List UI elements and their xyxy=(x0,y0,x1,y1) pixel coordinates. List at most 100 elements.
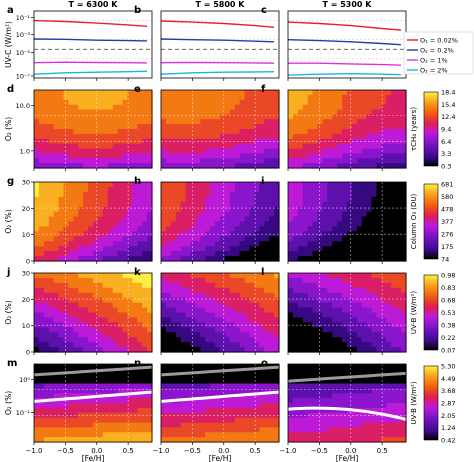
heatmap-cell xyxy=(68,388,74,394)
heatmap-cell xyxy=(122,231,129,237)
heatmap-cell xyxy=(302,327,309,333)
heatmap-cell xyxy=(356,327,363,333)
heatmap-cell xyxy=(63,129,70,135)
heatmap-cell xyxy=(132,90,138,96)
heatmap-cell xyxy=(142,273,148,279)
heatmap-cell xyxy=(34,417,40,424)
heatmap-cell xyxy=(190,437,197,443)
heatmap-cell xyxy=(322,143,328,150)
heatmap-cell xyxy=(337,221,343,228)
heatmap-cell xyxy=(356,417,363,424)
heatmap-cell xyxy=(112,196,119,203)
heatmap-cell xyxy=(307,133,314,140)
heatmap-cell xyxy=(327,407,333,414)
heatmap-cell xyxy=(53,373,60,380)
heatmap-cell xyxy=(147,297,153,304)
heatmap-cell xyxy=(161,231,167,237)
heatmap-cell xyxy=(210,332,216,338)
heatmap-cell xyxy=(122,287,129,294)
heatmap-cell xyxy=(63,317,70,323)
heatmap-cell xyxy=(381,273,387,279)
heatmap-cell xyxy=(386,337,392,343)
heatmap-cell xyxy=(264,226,270,232)
heatmap-cell xyxy=(337,104,343,111)
heatmap-cell xyxy=(43,94,50,101)
heatmap-cell xyxy=(190,393,197,399)
heatmap-cell xyxy=(307,292,314,299)
heatmap-cell xyxy=(297,282,304,289)
heatmap-cell xyxy=(200,297,206,304)
heatmap-cell xyxy=(292,432,299,438)
heatmap-cell xyxy=(376,307,383,314)
heatmap-cell xyxy=(391,196,397,203)
heatmap-cell xyxy=(386,432,392,438)
heatmap-cell xyxy=(351,277,358,284)
heatmap-cell xyxy=(351,337,358,343)
heatmap-cell xyxy=(351,322,358,328)
heatmap-cell xyxy=(229,94,236,101)
heatmap-cell xyxy=(361,332,368,338)
heatmap-cell xyxy=(224,124,231,130)
heatmap-cell xyxy=(83,246,89,252)
heatmap-cell xyxy=(205,337,211,343)
heatmap-cell xyxy=(161,407,167,414)
heatmap-cell xyxy=(68,342,74,348)
heatmap-cell xyxy=(175,282,182,289)
heatmap-cell xyxy=(322,277,328,284)
heatmap-cell xyxy=(117,158,124,164)
heatmap-cell xyxy=(264,302,270,309)
heatmap-cell xyxy=(381,94,387,101)
heatmap-cell xyxy=(53,216,60,223)
heatmap-cell xyxy=(401,114,407,120)
heatmap-cell xyxy=(312,297,319,304)
heatmap-cell xyxy=(264,322,270,328)
heatmap-cell xyxy=(210,201,216,208)
heatmap-cell xyxy=(386,342,392,348)
heatmap-cell xyxy=(190,417,197,424)
heatmap-cell xyxy=(107,201,114,208)
heatmap-cell xyxy=(337,317,343,323)
heatmap-cell xyxy=(302,407,309,414)
heatmap-cell xyxy=(297,182,304,188)
heatmap-cell xyxy=(302,368,309,375)
heatmap-cell xyxy=(147,231,153,237)
heatmap-cell xyxy=(254,437,260,443)
heatmap-cell xyxy=(73,302,79,309)
heatmap-cell xyxy=(132,114,138,120)
heatmap-cell xyxy=(161,393,167,399)
heatmap-cell xyxy=(386,388,392,394)
heatmap-cell xyxy=(401,364,407,370)
heatmap-cell xyxy=(88,94,94,101)
heatmap-cell xyxy=(274,317,280,323)
heatmap-cell xyxy=(88,342,94,348)
heatmap-cell xyxy=(297,186,304,193)
colorbar-tick-label: 0.53 xyxy=(441,309,455,317)
heatmap-cell xyxy=(83,216,89,223)
heatmap-cell xyxy=(254,90,260,96)
heatmap-cell xyxy=(312,427,319,433)
heatmap-cell xyxy=(38,153,45,159)
heatmap-cell xyxy=(142,383,148,389)
heatmap-cell xyxy=(371,94,378,101)
y-tick-label: 20 xyxy=(22,205,30,213)
heatmap-cell xyxy=(401,273,407,279)
heatmap-cell xyxy=(366,221,373,228)
heatmap-cell xyxy=(244,148,251,154)
heatmap-cell xyxy=(185,422,192,428)
heatmap-cell xyxy=(391,158,397,164)
heatmap-cell xyxy=(249,191,256,198)
heatmap-cell xyxy=(170,94,177,101)
heatmap-cell xyxy=(381,332,387,338)
heatmap-cell xyxy=(274,373,280,380)
heatmap-cell xyxy=(132,158,138,164)
heatmap-cell xyxy=(322,163,328,169)
heatmap-cell xyxy=(190,347,197,353)
heatmap-cell xyxy=(361,148,368,154)
heatmap-cell xyxy=(317,383,324,389)
heatmap-cell xyxy=(88,153,94,159)
heatmap-cell xyxy=(302,216,309,223)
heatmap-cell xyxy=(93,437,99,443)
heatmap-cell xyxy=(288,417,294,424)
heatmap-cell xyxy=(132,364,138,370)
heatmap-cell xyxy=(58,90,65,96)
